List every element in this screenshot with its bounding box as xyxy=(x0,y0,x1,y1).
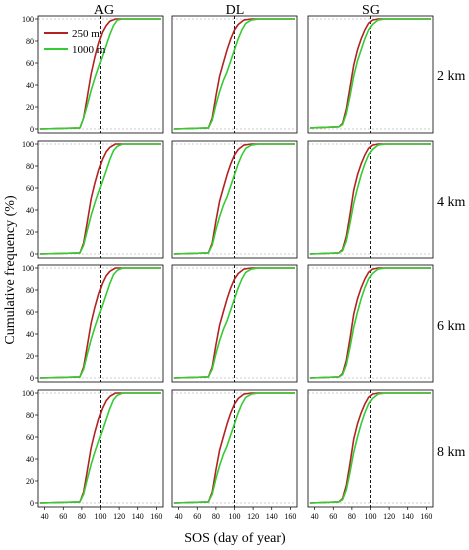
x-tick-label: 100 xyxy=(365,512,377,521)
series-line-1000m xyxy=(39,18,161,130)
row-label-4km: 4 km xyxy=(437,195,466,210)
y-tick-label: 80 xyxy=(26,286,34,295)
column-title-dl: DL xyxy=(226,3,245,18)
y-tick-label: 20 xyxy=(26,477,34,486)
y-tick-label: 40 xyxy=(26,81,34,90)
y-tick-label: 40 xyxy=(26,330,34,339)
x-tick-label: 100 xyxy=(229,512,241,521)
panel-ag-6km: 0 20 40 60 80 100 xyxy=(22,264,164,383)
x-tick-label: 40 xyxy=(311,512,319,521)
series-line-1000m xyxy=(39,392,161,504)
y-tick-label: 80 xyxy=(26,162,34,171)
series-line-1000m xyxy=(39,143,161,255)
y-tick-label: 0 xyxy=(30,125,34,134)
row-label-8km: 8 km xyxy=(437,445,466,460)
y-tick-label: 20 xyxy=(26,352,34,361)
y-axis-label: Cumulative frequency (%) xyxy=(3,195,18,345)
panel-ag-2km: 0 20 40 60 80 100 xyxy=(22,15,164,134)
panel-ag-8km: 0 20 40 60 80 100 40 60 80 100 120 140 160 xyxy=(22,389,164,521)
x-tick-label: 80 xyxy=(212,512,220,521)
y-tick-label: 60 xyxy=(26,59,34,68)
x-tick-label: 40 xyxy=(41,512,49,521)
legend-label-250m: 250 m xyxy=(72,28,100,40)
panel-ag-4km: 0 20 40 60 80 100 xyxy=(22,140,164,259)
y-tick-label: 60 xyxy=(26,433,34,442)
column-title-ag: AG xyxy=(94,3,114,18)
legend-label-1000m: 1000 m xyxy=(72,44,106,56)
panel-grid: 0 20 40 60 80 100 0 20 40 60 80 100 0 20 40 60 80 100 0 20 4… xyxy=(22,15,434,521)
x-tick-label: 120 xyxy=(383,512,395,521)
y-tick-label: 40 xyxy=(26,206,34,215)
panel-dl-2km xyxy=(171,15,298,134)
y-tick-label: 20 xyxy=(26,103,34,112)
y-tick-label: 20 xyxy=(26,228,34,237)
y-tick-label: 0 xyxy=(30,374,34,383)
x-tick-label: 80 xyxy=(348,512,356,521)
series-line-1000m xyxy=(309,267,431,379)
x-tick-label: 140 xyxy=(266,512,278,521)
y-tick-label: 100 xyxy=(22,389,34,398)
panel-sg-2km xyxy=(307,15,434,134)
x-tick-label: 160 xyxy=(150,512,162,521)
x-tick-label: 140 xyxy=(132,512,144,521)
x-tick-label: 80 xyxy=(78,512,86,521)
x-tick-label: 40 xyxy=(175,512,183,521)
series-line-1000m xyxy=(309,18,431,129)
row-label-2km: 2 km xyxy=(437,69,466,84)
x-axis-label: SOS (day of year) xyxy=(184,531,286,546)
x-tick-label: 140 xyxy=(402,512,414,521)
x-tick-label: 120 xyxy=(113,512,125,521)
y-tick-label: 60 xyxy=(26,184,34,193)
y-tick-label: 40 xyxy=(26,455,34,464)
series-line-1000m xyxy=(309,143,431,255)
panel-dl-6km xyxy=(171,264,298,383)
panel-sg-6km xyxy=(307,264,434,383)
row-label-6km: 6 km xyxy=(437,319,466,334)
legend: 250 m 1000 m xyxy=(44,28,106,56)
x-tick-label: 120 xyxy=(247,512,259,521)
y-tick-label: 100 xyxy=(22,140,34,149)
x-tick-label: 60 xyxy=(193,512,201,521)
series-line-1000m xyxy=(173,267,295,379)
panel-sg-4km xyxy=(307,140,434,259)
series-line-1000m xyxy=(309,392,431,504)
x-tick-label: 100 xyxy=(95,512,107,521)
y-tick-label: 0 xyxy=(30,250,34,259)
panel-dl-8km: 40 60 80 100 120 140 160 xyxy=(171,389,298,521)
series-line-1000m xyxy=(39,267,161,379)
y-tick-label: 80 xyxy=(26,37,34,46)
panel-sg-8km: 40 60 80 100 120 140 160 xyxy=(307,389,434,521)
y-tick-label: 100 xyxy=(22,264,34,273)
x-tick-label: 160 xyxy=(284,512,296,521)
column-title-sg: SG xyxy=(362,3,380,18)
y-tick-label: 100 xyxy=(22,15,34,24)
series-line-1000m xyxy=(173,143,295,255)
y-tick-label: 0 xyxy=(30,499,34,508)
x-tick-label: 60 xyxy=(329,512,337,521)
y-tick-label: 80 xyxy=(26,411,34,420)
series-line-1000m xyxy=(173,18,295,130)
y-tick-label: 60 xyxy=(26,308,34,317)
x-tick-label: 60 xyxy=(59,512,67,521)
x-tick-label: 160 xyxy=(420,512,432,521)
panel-dl-4km xyxy=(171,140,298,259)
series-line-1000m xyxy=(173,392,295,504)
